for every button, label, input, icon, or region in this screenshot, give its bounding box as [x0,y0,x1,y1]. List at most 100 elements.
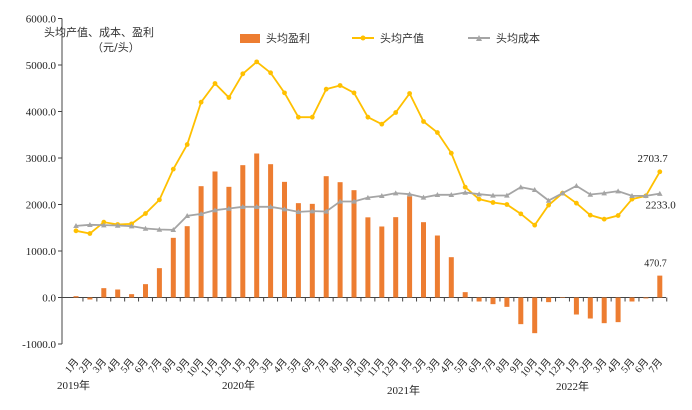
bar-profit [587,297,593,319]
point-cost [337,198,343,204]
bar-profit [573,297,579,315]
point-output [143,211,148,216]
point-output [462,184,468,190]
point-cost [184,213,190,219]
point-cost [615,188,621,194]
legend-label: 头均盈利 [266,32,310,45]
point-cost [156,226,163,232]
point-cost [281,206,288,212]
bar-profit [546,297,552,303]
point-output [476,196,482,202]
point-cost [240,204,246,210]
y-tick-label: 6000.0 [26,14,57,26]
point-output [379,121,385,127]
legend-item-profit: 头均盈利 [240,30,310,46]
point-cost [462,189,468,195]
y-tick-label: -1000.0 [22,339,56,351]
point-output [282,90,287,96]
year-label: 2019年 [57,378,90,392]
point-cost [476,191,482,197]
data-label-cost: 2233.0 [646,200,677,212]
bar-profit [198,186,204,298]
y-tick-label: 0.0 [42,293,56,305]
legend-item-cost: 头均成本 [468,30,540,46]
y-tick-label: 1000.0 [26,246,57,258]
point-output [407,91,412,96]
point-cost [198,211,204,217]
bar-profit [448,257,454,298]
point-output [212,81,218,86]
point-cost [212,207,218,213]
point-cost [420,194,427,200]
point-cost [170,227,177,233]
point-cost [365,194,371,200]
point-output [546,202,551,208]
bar-profit [282,181,287,298]
bar-profit [295,203,301,298]
bar-profit [629,297,635,302]
legend-swatch-line [468,35,490,41]
point-output [601,216,607,222]
bar-profit [365,217,371,298]
point-output [490,200,496,205]
point-cost [128,223,135,229]
bar-profit [254,153,260,298]
point-output [87,231,93,236]
bar-profit [226,186,232,298]
y-axis-title: 头均产值、成本、盈利 [44,26,154,39]
point-cost [601,190,607,196]
point-output [254,59,260,65]
bar-profit [170,237,176,298]
bar-profit [407,196,413,298]
bar-profit [143,284,148,298]
bar-profit [490,297,496,305]
point-cost [559,190,566,196]
point-output [170,166,176,172]
bar-profit [115,289,121,298]
point-cost [629,193,635,199]
point-output [615,213,621,218]
point-cost [226,205,232,211]
point-cost [114,222,121,228]
year-label: 2022年 [556,379,589,393]
bar-profit [240,165,246,298]
point-output [435,130,440,135]
point-cost [142,225,149,231]
point-cost [406,191,413,197]
point-output [101,219,107,225]
point-output [365,114,371,120]
bar-profit [560,297,565,298]
bar-profit [421,222,426,298]
x-tick-label: 7月 [646,356,665,375]
point-cost [490,192,496,198]
year-label: 2020年 [222,378,255,392]
point-output [268,70,273,76]
point-cost [518,184,524,190]
bar-profit [379,226,385,298]
point-output [157,197,162,203]
y-axis-unit: （元/头） [92,41,140,54]
point-cost [323,208,329,214]
legend-swatch-bar [240,33,260,43]
point-output [73,228,79,234]
bar-profit [323,176,329,298]
bar-profit [101,288,107,298]
legend-label: 头均产值 [380,32,424,45]
bar-profit [518,297,524,325]
bar-profit [337,182,343,298]
point-output [351,90,357,96]
point-cost [573,183,580,189]
bar-profit [462,292,468,298]
point-output [657,169,663,175]
bar-profit [601,297,607,324]
point-output [198,99,204,105]
point-output [337,83,343,88]
point-output [518,211,524,217]
point-cost [504,192,510,198]
bar-profit [87,297,93,300]
point-cost [87,222,93,228]
legend-swatch-line [352,35,374,41]
point-cost [351,198,357,204]
y-tick-label: 2000.0 [26,200,57,212]
point-output [532,222,538,228]
